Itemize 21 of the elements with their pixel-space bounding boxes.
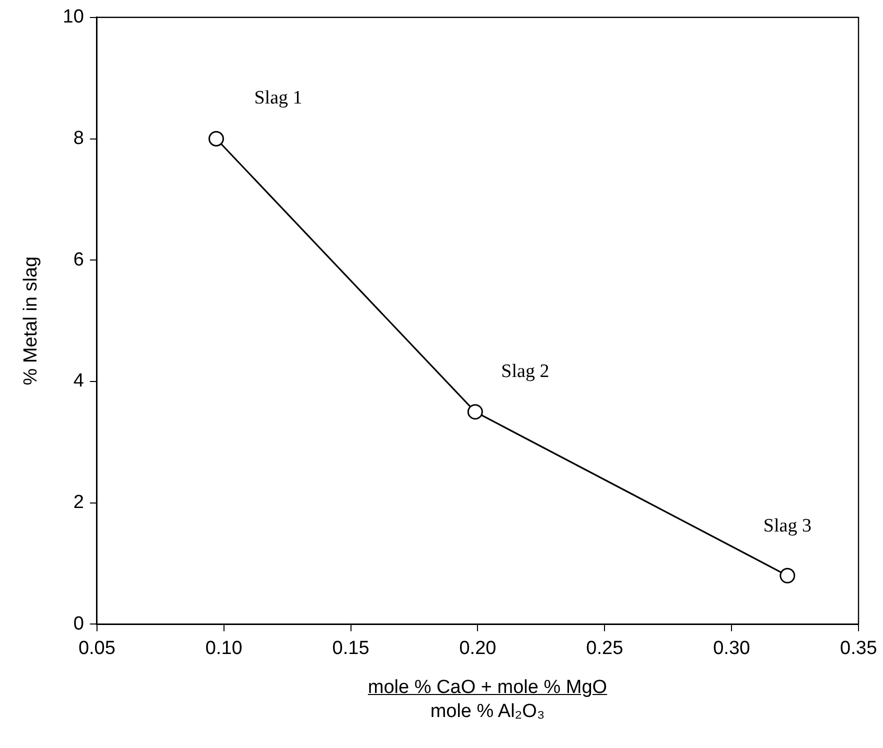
annotation: Slag 1 xyxy=(254,88,302,109)
x-tick-label: 0.20 xyxy=(459,638,496,659)
annotation: Slag 2 xyxy=(501,360,550,382)
y-tick-label: 4 xyxy=(73,370,84,392)
y-tick-label: 8 xyxy=(73,128,84,149)
point xyxy=(780,568,796,584)
y-axis-title: % Metal in slag xyxy=(20,256,42,386)
annotation: Slag 3 xyxy=(763,516,812,537)
y-tick-label: 0 xyxy=(73,613,84,634)
y-tick-label: 10 xyxy=(62,6,84,28)
y-tick-label: 2 xyxy=(73,492,84,514)
x-axis-title: mole % CaO + mole % MgO mole % Al₂O₃ xyxy=(368,677,608,722)
x-tick-label: 0.05 xyxy=(78,638,116,659)
x-tick-label: 0.35 xyxy=(840,638,877,659)
x-tick-label: 0.15 xyxy=(332,638,370,659)
point xyxy=(467,404,483,420)
point xyxy=(208,131,224,147)
x-tick-label: 0.10 xyxy=(205,638,242,659)
x-tick-label: 0.25 xyxy=(586,638,624,659)
y-tick-label: 6 xyxy=(73,249,84,270)
x-tick-label: 0.30 xyxy=(713,638,750,659)
